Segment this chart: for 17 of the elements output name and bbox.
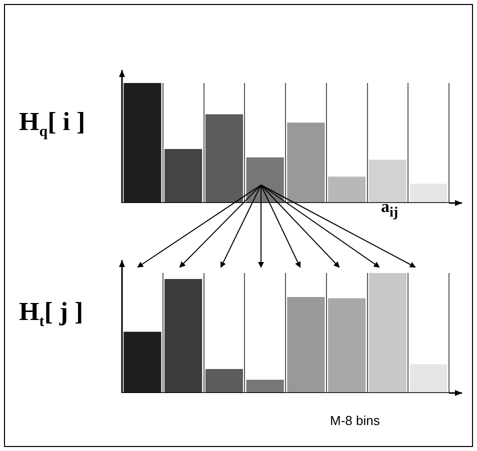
bar (410, 184, 448, 203)
bar (164, 279, 202, 393)
bar (246, 380, 284, 393)
bar (164, 149, 202, 203)
bar (287, 297, 325, 393)
annotation: a$_{ij}$ (381, 197, 398, 222)
bar (410, 364, 448, 393)
bar (287, 122, 325, 203)
bar (328, 176, 366, 203)
bar (328, 298, 366, 393)
y-axis-title: H$_{t}$[ j ] (19, 297, 84, 332)
bar (368, 273, 406, 393)
bar (368, 160, 406, 203)
bar (124, 83, 162, 203)
text: M-8 bins (330, 413, 380, 428)
y-axis-title: H$_{q}$[ i ] (19, 107, 86, 142)
bar (124, 332, 162, 393)
